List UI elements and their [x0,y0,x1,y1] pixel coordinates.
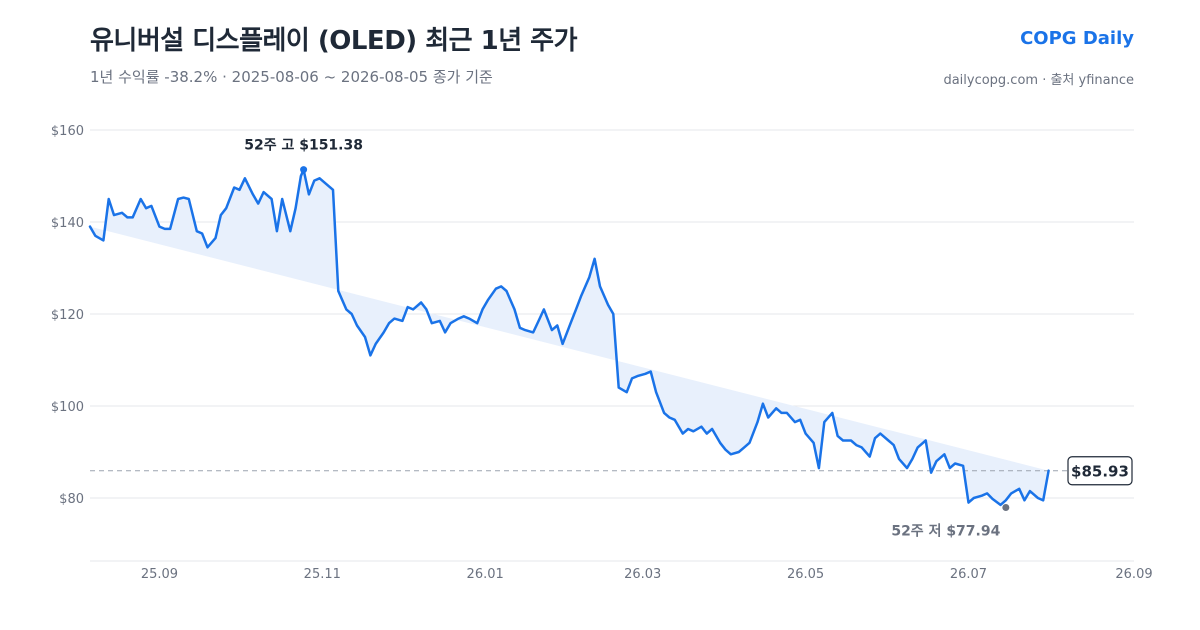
y-tick-label: $140 [51,216,84,231]
y-tick-label: $160 [51,124,84,139]
low-label: 52주 저 $77.94 [891,523,1000,539]
chart-title: 유니버설 디스플레이 (OLED) 최근 1년 주가 [90,26,578,56]
source-credit: dailycopg.com · 출처 yfinance [943,73,1134,88]
x-tick-label: 26.01 [467,567,504,582]
y-tick-label: $100 [51,400,84,415]
high-marker [300,166,308,174]
x-tick-label: 26.03 [624,567,661,582]
last-price-label: $85.93 [1071,463,1129,481]
chart-subtitle: 1년 수익률 -38.2% · 2025-08-06 ~ 2026-08-05 … [90,68,493,86]
marks-layer: 52주 고 $151.38 52주 저 $77.94 $85.93 [244,138,1133,539]
x-tick-label: 26.07 [950,567,987,582]
high-label: 52주 고 $151.38 [244,138,363,154]
x-tick-label: 25.11 [304,567,341,582]
low-marker [1002,503,1010,511]
y-tick-label: $80 [59,492,84,507]
price-area-fill [90,169,1049,505]
x-tick-label: 25.09 [141,567,178,582]
brand-link[interactable]: COPG Daily [1020,28,1134,49]
axis-layer: $80 $100 $120 $140 $160 25.09 25.11 26.01 26.03 2… [51,124,1153,582]
x-tick-label: 26.09 [1115,567,1152,582]
y-tick-label: $120 [51,308,84,323]
price-line-series [88,168,1050,507]
last-price-badge [1067,456,1133,486]
x-tick-label: 26.05 [787,567,824,582]
